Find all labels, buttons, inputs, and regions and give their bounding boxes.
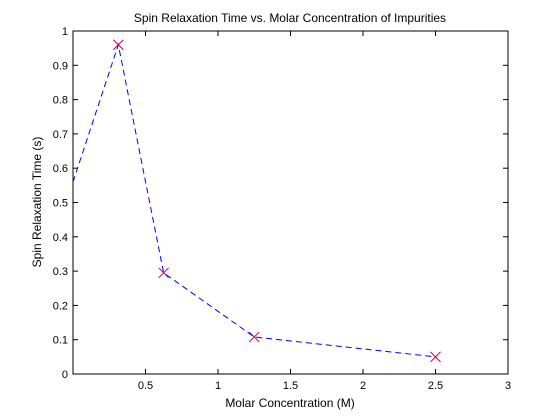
y-tick-label: 0 xyxy=(62,369,68,381)
plot-area xyxy=(72,30,509,375)
x-tick-label: 0.5 xyxy=(138,380,153,392)
chart-title: Spin Relaxation Time vs. Molar Concentra… xyxy=(134,11,446,25)
y-tick-label: 0.3 xyxy=(53,266,68,278)
y-tick-label: 0.7 xyxy=(53,129,68,141)
data-point-marker xyxy=(158,267,169,279)
y-tick-label: 0.4 xyxy=(53,232,68,244)
x-tick-label: 2 xyxy=(360,380,366,392)
data-point-marker xyxy=(112,39,124,51)
series-group xyxy=(72,39,441,363)
data-point-marker xyxy=(248,331,260,343)
x-tick-label: 1 xyxy=(215,380,221,392)
x-axis: 0.5 1 1.5 2 2.5 3 xyxy=(138,31,511,392)
x-tick-label: 3 xyxy=(505,380,511,392)
y-tick-label: 1 xyxy=(62,26,68,38)
y-tick-label: 0.1 xyxy=(53,335,68,347)
y-axis: 0 0.1 0.2 0.3 0.4 0.5 0.6 0.7 0.8 0.9 1 xyxy=(53,26,508,381)
y-tick-label: 0.9 xyxy=(53,60,68,72)
plot-frame xyxy=(72,30,509,375)
x-axis-label: Molar Concentration (M) xyxy=(225,396,354,410)
y-tick-label: 0.2 xyxy=(53,300,68,312)
y-tick-label: 0.6 xyxy=(53,163,68,175)
y-axis-label: Spin Relaxation Time (s) xyxy=(30,137,44,268)
y-tick-label: 0.5 xyxy=(53,198,68,210)
x-tick-label: 1.5 xyxy=(283,380,298,392)
data-point-marker xyxy=(430,351,441,363)
y-tick-label: 0.8 xyxy=(53,95,68,107)
x-tick-label: 2.5 xyxy=(428,380,443,392)
